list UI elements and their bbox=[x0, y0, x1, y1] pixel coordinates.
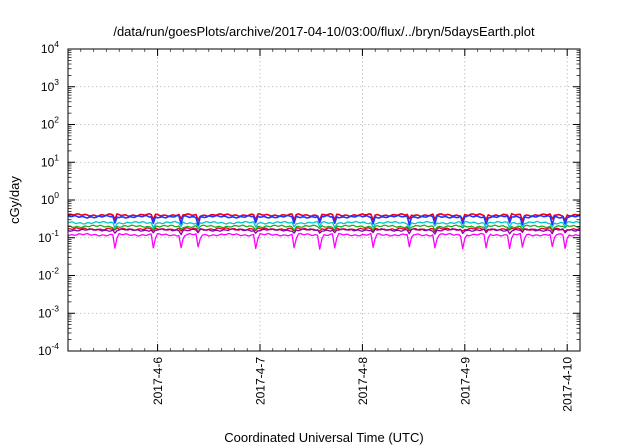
chart-title: /data/run/goesPlots/archive/2017-04-10/0… bbox=[113, 24, 535, 39]
ticks bbox=[67, 48, 581, 352]
x-axis-label: Coordinated Universal Time (UTC) bbox=[224, 430, 423, 445]
x-tick-label: 2017-4-6 bbox=[151, 357, 165, 405]
series-line bbox=[67, 214, 581, 226]
series-line bbox=[67, 224, 581, 231]
y-tick-label: 10-1 bbox=[38, 228, 59, 245]
y-tick-labels: 10-4 10-3 10-2 10-1 100 101 102 103 104 bbox=[38, 39, 59, 358]
y-tick-label: 10-3 bbox=[38, 303, 59, 320]
y-tick-label: 10-2 bbox=[38, 266, 59, 283]
series-line bbox=[67, 228, 581, 236]
y-tick-label: 102 bbox=[41, 115, 59, 132]
y-axis-label: cGy/day bbox=[7, 176, 22, 224]
x-tick-label: 2017-4-9 bbox=[458, 357, 472, 405]
data-series bbox=[67, 212, 581, 250]
series-line bbox=[67, 220, 581, 229]
x-tick-labels: 2017-4-6 2017-4-7 2017-4-8 2017-4-9 2017-4-1… bbox=[151, 357, 575, 412]
series-line bbox=[67, 232, 581, 250]
y-tick-label: 104 bbox=[41, 39, 59, 56]
y-tick-label: 103 bbox=[41, 77, 59, 94]
y-tick-label: 10-4 bbox=[38, 341, 59, 358]
y-tick-label: 101 bbox=[41, 152, 59, 169]
x-tick-label: 2017-4-7 bbox=[254, 357, 268, 405]
series-line bbox=[67, 212, 581, 222]
grid bbox=[68, 49, 580, 351]
x-tick-label: 2017-4-8 bbox=[356, 357, 370, 405]
y-tick-label: 100 bbox=[41, 190, 59, 207]
x-tick-label: 2017-4-10 bbox=[561, 357, 575, 412]
